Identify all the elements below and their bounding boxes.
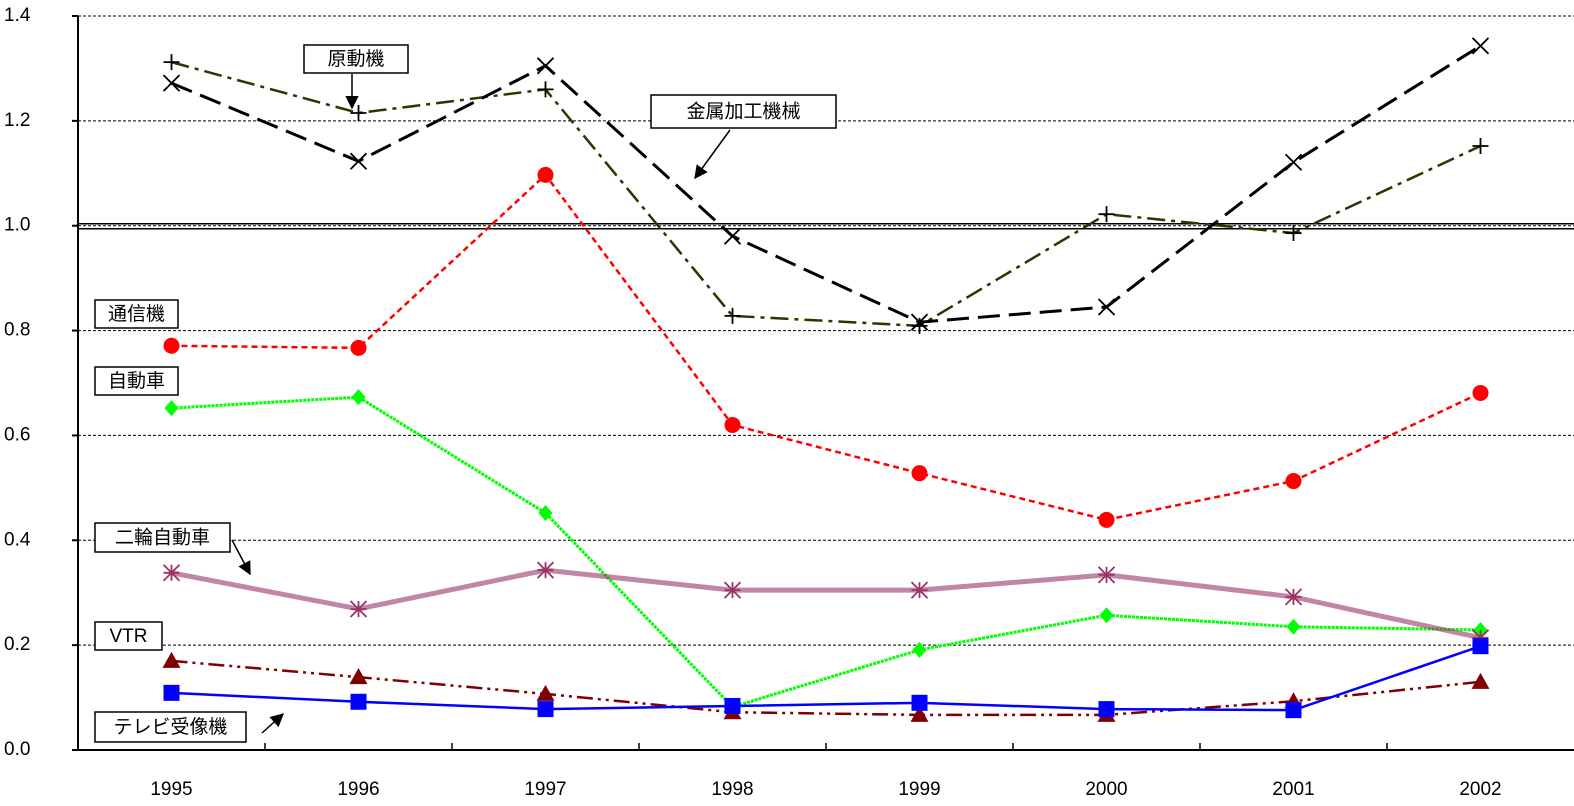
point	[351, 389, 366, 406]
point	[536, 561, 555, 579]
x-tick-label: 1999	[898, 779, 940, 800]
point	[724, 697, 741, 714]
point	[1472, 138, 1489, 155]
series-label: 自動車	[108, 370, 165, 392]
point	[1099, 607, 1114, 624]
x-tick-label: 1996	[337, 779, 379, 800]
point	[537, 701, 554, 718]
point	[349, 152, 368, 170]
point	[1098, 701, 1115, 718]
y-tick-label: 0.2	[4, 634, 30, 655]
label-box	[94, 522, 231, 553]
y-tick-label: 0.4	[4, 529, 31, 550]
y-tick-label: 1.4	[4, 5, 31, 26]
y-tick-label: 0.0	[4, 739, 30, 760]
point	[1472, 638, 1489, 655]
point	[162, 564, 181, 582]
series-label: 原動機	[327, 48, 384, 70]
point	[163, 54, 180, 71]
point	[1284, 588, 1303, 606]
y-tick-label: 0.8	[4, 320, 30, 341]
x-tick-label: 2002	[1459, 779, 1501, 800]
x-tick-label: 1998	[711, 779, 753, 800]
label-arrow	[694, 129, 731, 180]
label-box	[94, 366, 179, 396]
series-label: 二輪自動車	[115, 527, 210, 549]
series-label: 金属加工機械	[686, 101, 800, 123]
point	[910, 581, 929, 599]
point	[163, 684, 180, 701]
point	[1285, 473, 1302, 490]
point	[162, 651, 181, 668]
point	[162, 74, 181, 92]
point	[912, 641, 927, 658]
series-label: VTR	[110, 626, 148, 647]
x-tick-label: 1995	[150, 779, 192, 800]
point	[1285, 702, 1302, 719]
point	[724, 416, 741, 433]
x-tick-label: 2000	[1085, 779, 1127, 800]
series-line	[171, 645, 1481, 712]
point	[164, 400, 179, 417]
y-tick-label: 0.6	[4, 424, 30, 445]
point	[1098, 511, 1115, 528]
series-line	[171, 395, 1481, 709]
label-box	[94, 299, 179, 329]
point	[536, 57, 555, 75]
point	[1097, 298, 1116, 316]
y-tick-label: 1.2	[4, 110, 30, 131]
series-line	[170, 44, 1482, 324]
label-arrow	[261, 713, 285, 734]
series-label: テレビ受像機	[113, 716, 227, 738]
series-line	[171, 659, 1481, 717]
y-tick-label: 1.0	[4, 215, 30, 236]
point	[350, 693, 367, 710]
series-line	[171, 172, 1482, 522]
series-line	[171, 567, 1482, 641]
point	[537, 81, 554, 98]
point	[724, 307, 741, 324]
point	[350, 104, 367, 121]
point	[1098, 206, 1115, 223]
point	[350, 339, 367, 356]
label-box	[303, 44, 409, 74]
point	[1472, 384, 1489, 401]
point	[1471, 672, 1490, 689]
point	[537, 166, 554, 183]
point	[911, 317, 928, 334]
point	[1471, 629, 1490, 647]
point	[723, 581, 742, 599]
x-tick-label: 1997	[524, 779, 566, 800]
point	[349, 600, 368, 618]
series-label: 通信機	[108, 303, 165, 325]
point	[349, 668, 368, 685]
series-line	[171, 60, 1482, 328]
label-box	[94, 621, 163, 651]
point	[910, 313, 929, 331]
point	[163, 337, 180, 354]
point	[910, 705, 929, 722]
point	[1097, 566, 1116, 584]
point	[538, 505, 553, 522]
point	[911, 694, 928, 711]
point	[1471, 37, 1490, 55]
point	[1285, 225, 1302, 242]
label-arrow	[231, 539, 251, 576]
x-tick-label: 2001	[1272, 779, 1314, 800]
point	[1286, 618, 1301, 635]
point	[723, 227, 742, 245]
point	[1284, 153, 1303, 171]
label-box	[94, 711, 247, 743]
label-box	[650, 94, 837, 129]
point	[911, 465, 928, 482]
point	[536, 684, 555, 701]
